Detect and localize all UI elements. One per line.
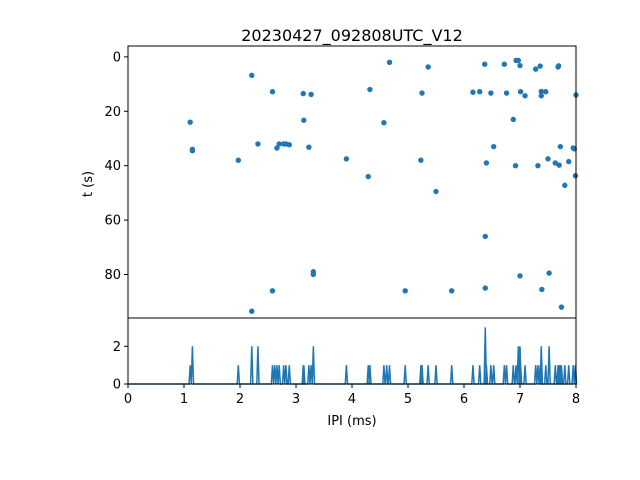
scatter-point-64 bbox=[562, 182, 568, 188]
histogram-x-tick-label: 3 bbox=[292, 392, 300, 407]
scatter-point-26 bbox=[418, 157, 424, 163]
histogram-y-ticks: 02 bbox=[113, 340, 128, 393]
scatter-point-31 bbox=[470, 89, 476, 95]
histogram-x-tick-label: 6 bbox=[460, 392, 468, 407]
scatter-y-tick-label: 80 bbox=[104, 268, 121, 283]
scatter-y-tick-label: 40 bbox=[104, 159, 121, 174]
scatter-point-62 bbox=[557, 143, 564, 150]
histogram-y-tick-label: 0 bbox=[113, 378, 121, 393]
scatter-point-46 bbox=[517, 88, 524, 95]
scatter-point-7 bbox=[269, 88, 276, 95]
scatter-point-10 bbox=[276, 141, 282, 147]
scatter-point-23 bbox=[381, 120, 387, 126]
histogram-x-tick-label: 8 bbox=[572, 392, 580, 407]
scatter-point-49 bbox=[532, 66, 539, 72]
scatter-point-8 bbox=[269, 288, 276, 294]
scatter-point-22 bbox=[367, 86, 373, 93]
scatter-point-34 bbox=[482, 285, 488, 291]
scatter-point-25 bbox=[402, 288, 408, 294]
scatter-point-41 bbox=[510, 116, 516, 123]
scatter-point-3 bbox=[235, 157, 242, 163]
scatter-point-5 bbox=[249, 308, 255, 314]
histogram-x-tick-label: 1 bbox=[180, 392, 188, 407]
scatter-point-68 bbox=[572, 173, 579, 179]
histogram-line bbox=[128, 327, 578, 385]
scatter-point-45 bbox=[517, 62, 523, 69]
scatter-point-61 bbox=[556, 162, 562, 168]
scatter-point-44 bbox=[515, 57, 522, 64]
scatter-point-37 bbox=[488, 90, 494, 96]
scatter-points bbox=[187, 57, 579, 314]
scatter-point-39 bbox=[501, 61, 508, 67]
scatter-point-50 bbox=[535, 162, 541, 169]
scatter-point-0 bbox=[187, 119, 193, 125]
scatter-point-60 bbox=[555, 63, 562, 69]
scatter-point-65 bbox=[566, 158, 572, 165]
scatter-point-19 bbox=[310, 271, 317, 278]
scatter-point-57 bbox=[546, 270, 552, 276]
scatter-point-27 bbox=[419, 90, 425, 96]
scatter-y-tick-label: 60 bbox=[104, 214, 121, 229]
scatter-point-2 bbox=[189, 148, 196, 154]
histogram-axes-frame bbox=[127, 317, 577, 385]
scatter-point-33 bbox=[482, 61, 488, 67]
histogram-x-tick-label: 2 bbox=[236, 392, 244, 407]
scatter-point-20 bbox=[343, 156, 350, 162]
scatter-point-51 bbox=[537, 63, 543, 69]
scatter-point-30 bbox=[448, 288, 455, 294]
scatter-point-9 bbox=[274, 145, 280, 151]
scatter-axes-frame bbox=[127, 45, 577, 319]
histogram-x-ticks: 0 1 2 3 4 5 6 7 8 bbox=[124, 384, 580, 407]
chart-title: 20230427_092808UTC_V12 bbox=[241, 26, 463, 46]
scatter-point-4 bbox=[249, 72, 255, 79]
scatter-y-tick-label: 0 bbox=[113, 50, 121, 65]
scatter-point-48 bbox=[522, 93, 528, 99]
scatter-point-24 bbox=[386, 59, 393, 66]
scatter-point-15 bbox=[301, 117, 307, 123]
scatter-point-16 bbox=[306, 144, 312, 150]
histogram-x-tick-label: 4 bbox=[348, 392, 356, 407]
scatter-y-ticks: 0 20 40 60 80 bbox=[104, 50, 128, 283]
x-axis-label: IPI (ms) bbox=[327, 414, 376, 429]
scatter-point-21 bbox=[365, 173, 371, 180]
scatter-point-56 bbox=[545, 156, 551, 162]
scatter-point-35 bbox=[482, 233, 488, 240]
histogram-x-tick-label: 0 bbox=[124, 392, 132, 407]
scatter-y-tick-label: 20 bbox=[104, 105, 121, 120]
scatter-point-40 bbox=[503, 90, 510, 96]
scatter-point-14 bbox=[300, 90, 306, 97]
histogram-x-tick-label: 7 bbox=[516, 392, 524, 407]
scatter-point-17 bbox=[308, 91, 314, 98]
scatter-point-13 bbox=[286, 142, 292, 148]
scatter-point-52 bbox=[538, 93, 544, 99]
histogram-x-tick-label: 5 bbox=[404, 392, 412, 407]
scatter-point-63 bbox=[558, 304, 565, 310]
scatter-point-54 bbox=[539, 286, 545, 293]
scatter-point-6 bbox=[255, 141, 261, 147]
scatter-point-29 bbox=[433, 188, 439, 195]
y-axis-label: t (s) bbox=[81, 171, 96, 197]
scatter-point-42 bbox=[512, 162, 519, 169]
scatter-point-53 bbox=[538, 88, 544, 95]
scatter-point-36 bbox=[483, 160, 490, 166]
scatter-point-55 bbox=[543, 88, 549, 95]
scatter-point-28 bbox=[425, 64, 431, 70]
scatter-point-32 bbox=[476, 88, 483, 95]
histogram-y-tick-label: 2 bbox=[113, 340, 121, 355]
scatter-point-38 bbox=[490, 143, 497, 150]
scatter-point-47 bbox=[517, 273, 523, 279]
